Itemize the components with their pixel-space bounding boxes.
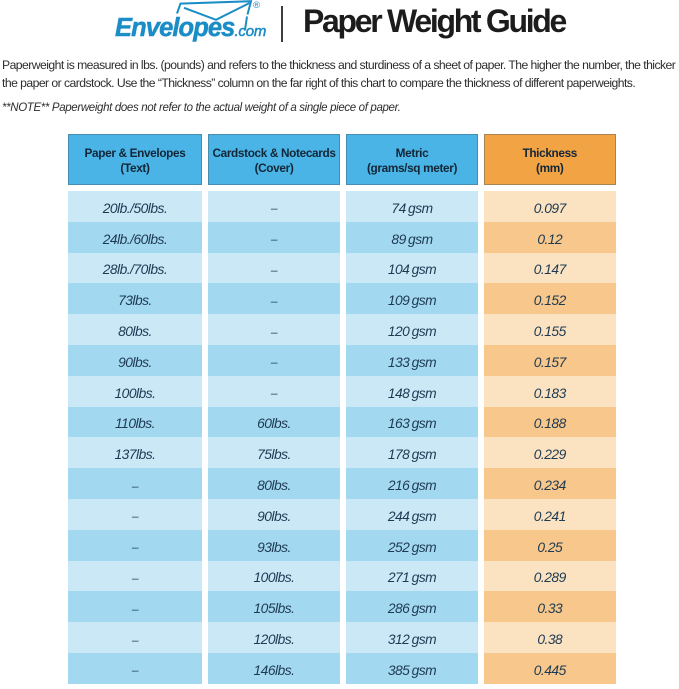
svg-text:®: ® bbox=[253, 0, 260, 11]
